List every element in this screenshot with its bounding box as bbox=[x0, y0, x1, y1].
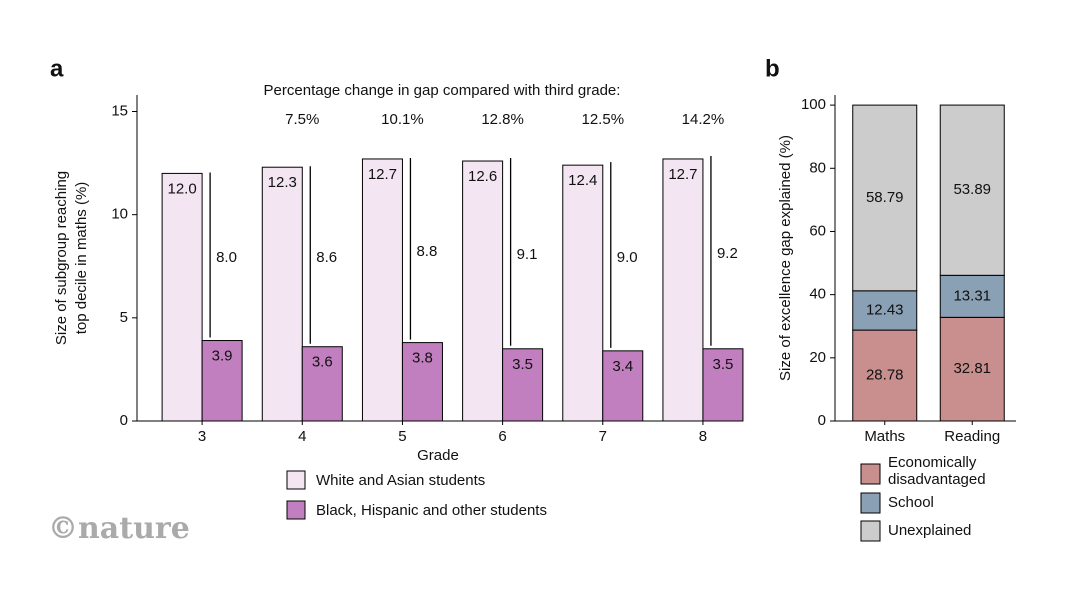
legend-label: Black, Hispanic and other students bbox=[316, 502, 547, 519]
value-label: 3.6 bbox=[312, 354, 333, 371]
legend-swatch bbox=[860, 492, 881, 514]
bar bbox=[662, 158, 704, 422]
value-label: 13.31 bbox=[953, 287, 991, 304]
x-tick-label: Maths bbox=[864, 428, 905, 445]
legend-swatch bbox=[860, 463, 881, 485]
y-axis-label: Size of subgroup reaching bbox=[53, 171, 70, 345]
gap-change-label: 14.2% bbox=[682, 111, 725, 128]
bar bbox=[462, 160, 504, 422]
bar bbox=[261, 166, 303, 422]
bar bbox=[401, 342, 443, 422]
panel-label: b bbox=[765, 55, 780, 82]
y-tick-label: 20 bbox=[809, 349, 826, 366]
gap-label: 8.8 bbox=[416, 243, 437, 260]
x-tick-label: 8 bbox=[699, 428, 707, 445]
x-tick-label: Reading bbox=[944, 428, 1000, 445]
bar bbox=[301, 346, 343, 422]
gap-change-label: 10.1% bbox=[381, 111, 424, 128]
gap-label: 9.1 bbox=[517, 246, 538, 263]
y-tick-label: 40 bbox=[809, 286, 826, 303]
legend-swatch bbox=[860, 520, 881, 542]
gap-label: 8.6 bbox=[316, 249, 337, 266]
x-tick-label: 7 bbox=[599, 428, 607, 445]
value-label: 3.5 bbox=[512, 356, 533, 373]
y-axis-label: top decile in maths (%) bbox=[73, 182, 90, 335]
value-label: 12.7 bbox=[668, 166, 697, 183]
bar bbox=[702, 348, 744, 422]
y-tick-label: 100 bbox=[801, 96, 826, 113]
value-label: 53.89 bbox=[953, 181, 991, 198]
y-axis-label: Size of excellence gap explained (%) bbox=[777, 135, 794, 381]
bar bbox=[562, 164, 604, 422]
legend-swatch bbox=[286, 500, 306, 520]
y-tick-label: 0 bbox=[818, 412, 826, 429]
legend-label: School bbox=[888, 494, 934, 511]
y-tick-label: 5 bbox=[120, 309, 128, 326]
value-label: 12.4 bbox=[568, 172, 597, 189]
legend-label: Economically disadvantaged bbox=[888, 454, 986, 488]
gap-change-label: 12.8% bbox=[481, 111, 524, 128]
bar-segment bbox=[939, 274, 1005, 318]
value-label: 3.9 bbox=[212, 348, 233, 365]
bar bbox=[201, 340, 243, 422]
value-label: 3.5 bbox=[713, 356, 734, 373]
value-label: 58.79 bbox=[866, 189, 904, 206]
bar bbox=[161, 172, 203, 422]
value-label: 32.81 bbox=[953, 360, 991, 377]
value-label: 12.43 bbox=[866, 301, 904, 318]
value-label: 12.3 bbox=[268, 174, 297, 191]
bar-segment bbox=[939, 104, 1005, 276]
bar-segment bbox=[852, 104, 918, 292]
gap-change-label: 12.5% bbox=[582, 111, 625, 128]
bar bbox=[502, 348, 544, 422]
y-tick-label: 15 bbox=[111, 102, 128, 119]
bar-segment bbox=[939, 316, 1005, 422]
gap-label: 8.0 bbox=[216, 249, 237, 266]
x-tick-label: 4 bbox=[298, 428, 306, 445]
value-label: 3.4 bbox=[612, 358, 633, 375]
value-label: 28.78 bbox=[866, 367, 904, 384]
y-tick-label: 80 bbox=[809, 159, 826, 176]
value-label: 3.8 bbox=[412, 350, 433, 367]
value-label: 12.7 bbox=[368, 166, 397, 183]
legend-label: Unexplained bbox=[888, 522, 971, 539]
x-tick-label: 3 bbox=[198, 428, 206, 445]
y-tick-label: 60 bbox=[809, 222, 826, 239]
x-tick-label: 6 bbox=[498, 428, 506, 445]
subtitle: Percentage change in gap compared with t… bbox=[264, 82, 621, 99]
y-tick-label: 10 bbox=[111, 206, 128, 223]
legend-swatch bbox=[286, 470, 306, 490]
panel-label: a bbox=[50, 55, 64, 82]
x-tick-label: 5 bbox=[398, 428, 406, 445]
gap-label: 9.0 bbox=[617, 249, 638, 266]
gap-label: 9.2 bbox=[717, 245, 738, 262]
bar-segment bbox=[852, 290, 918, 331]
legend-label: White and Asian students bbox=[316, 472, 485, 489]
gap-change-label: 7.5% bbox=[285, 111, 319, 128]
bar bbox=[361, 158, 403, 422]
bar bbox=[602, 350, 644, 422]
value-label: 12.0 bbox=[168, 180, 197, 197]
bar-segment bbox=[852, 329, 918, 422]
x-axis-label: Grade bbox=[417, 447, 459, 464]
credit: ©nature bbox=[48, 511, 190, 546]
value-label: 12.6 bbox=[468, 168, 497, 185]
y-tick-label: 0 bbox=[120, 412, 128, 429]
